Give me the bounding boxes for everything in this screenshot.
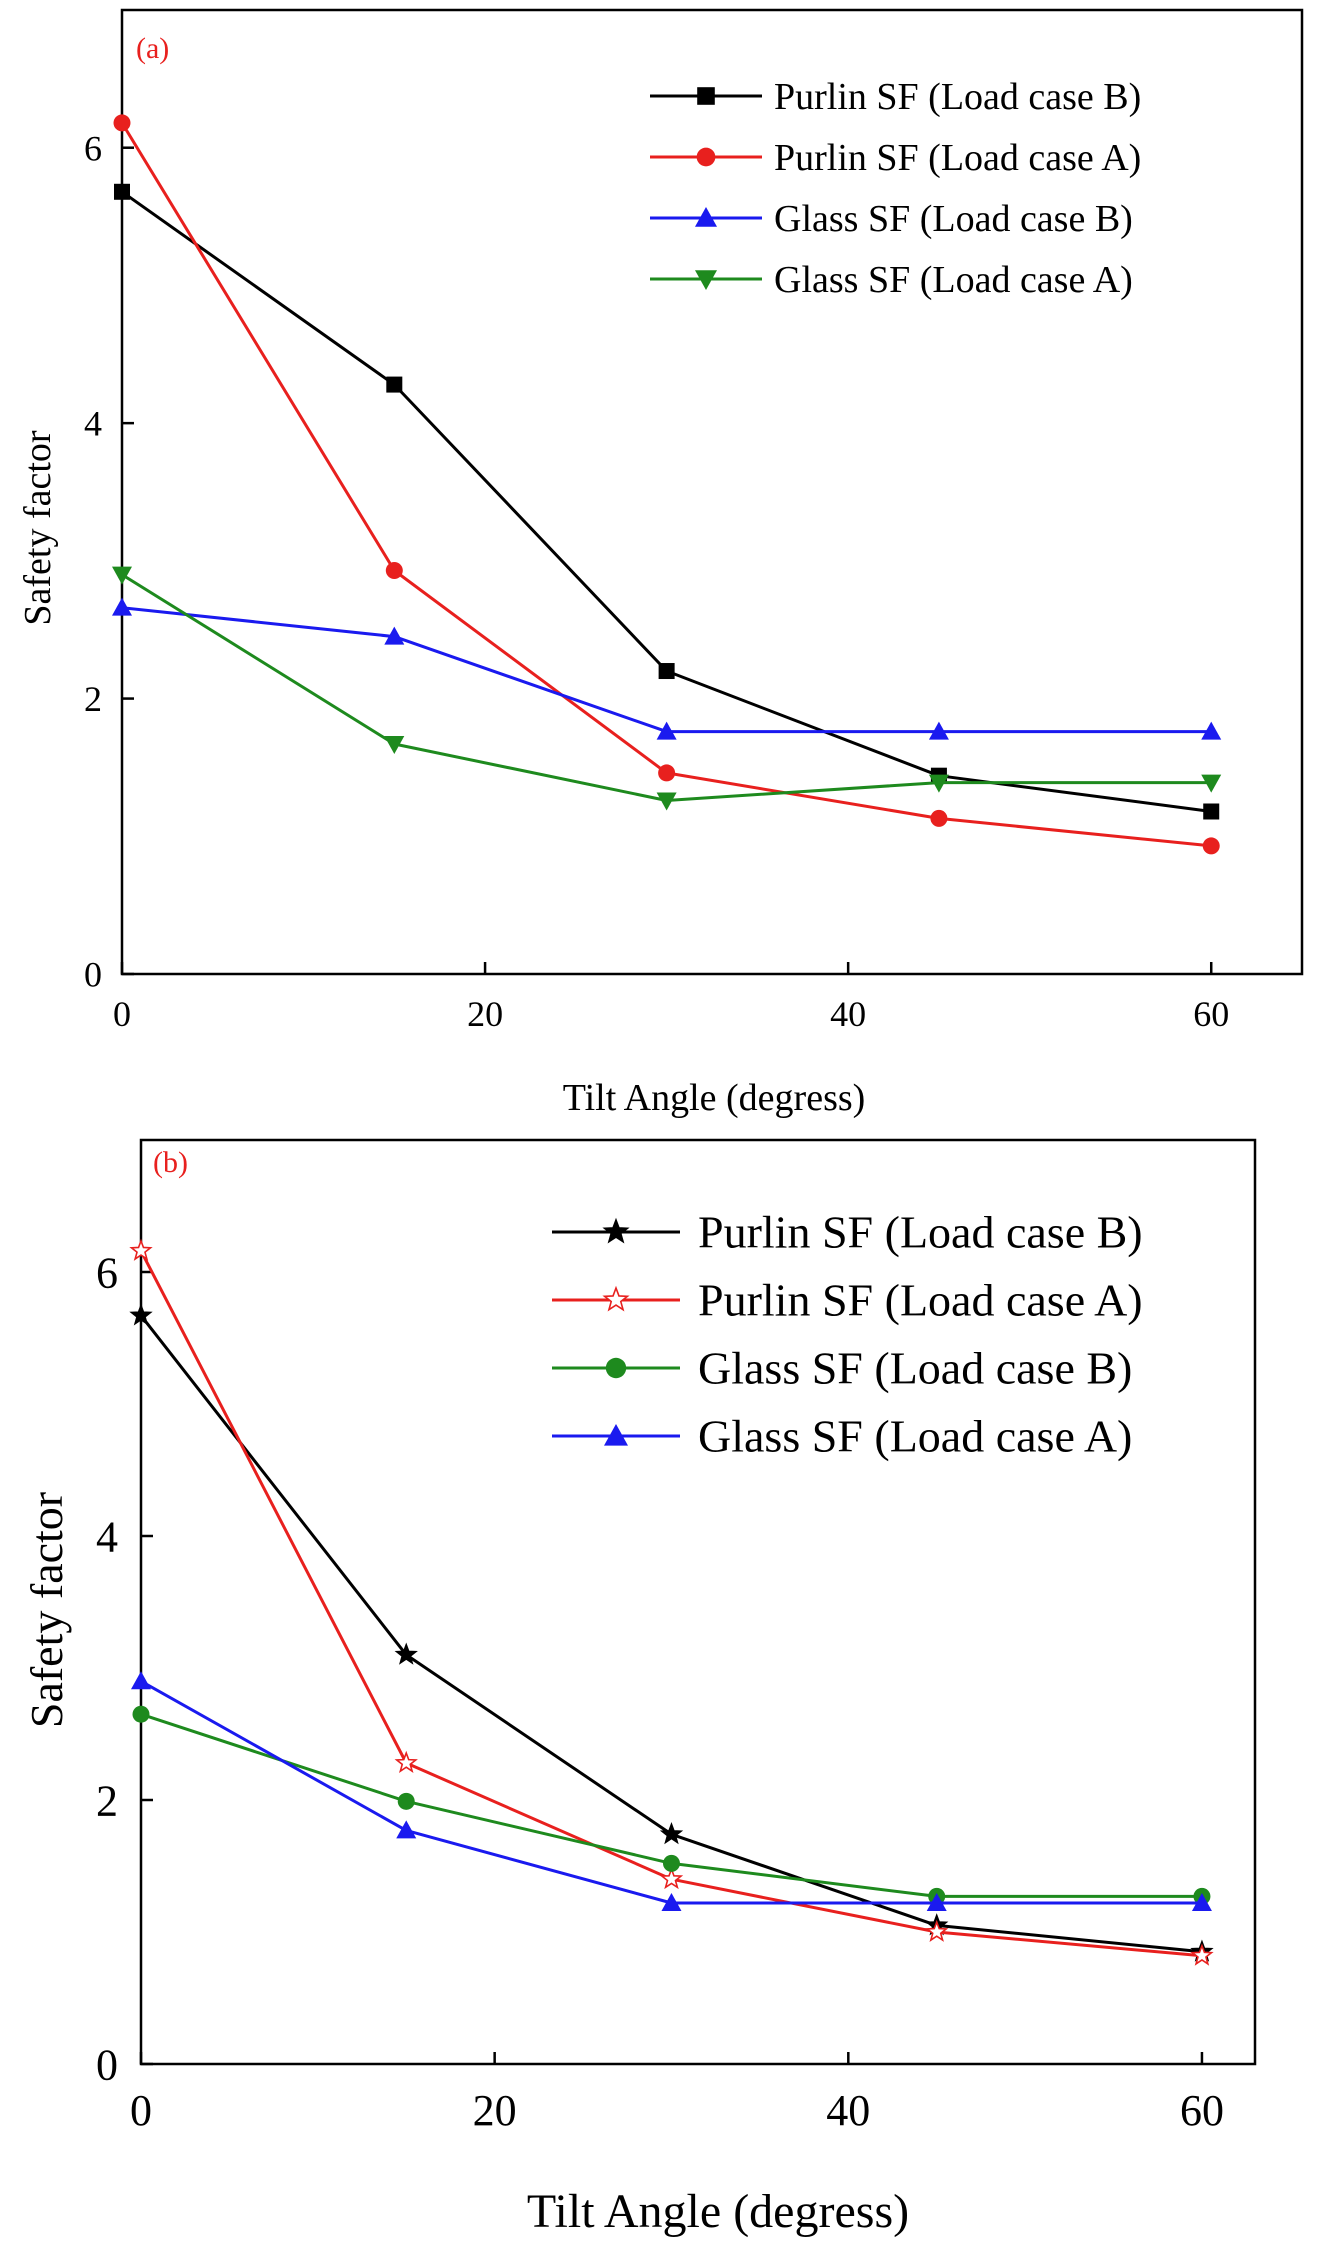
panel-b-legend-label: Purlin SF (Load case A) [698,1275,1143,1326]
panel-a-legend-item: Purlin SF (Load case A) [650,137,1141,179]
panel-b-y-tick-label: 4 [96,1512,118,1561]
panel-b-data-point [925,1919,949,1942]
panel-b-data-point [659,1822,684,1845]
panel-b-x-tick-label: 20 [473,2086,517,2135]
panel-a-data-point [658,663,675,680]
panel-a-legend: Purlin SF (Load case B) Purlin SF (Load c… [650,76,1141,301]
panel-b-chart: (b) Tilt Angle (degress) Safety factor 0… [21,1138,1257,2238]
panel-b-y-tick-label: 6 [96,1248,118,1297]
panel-a-legend-label: Purlin SF (Load case B) [774,76,1141,118]
panel-a-series-3 [112,597,1222,740]
panel-b-x-axis-title: Tilt Angle (degress) [527,2185,909,2238]
panel-b-data-point [129,1303,153,1326]
panel-a-data-point [658,764,676,782]
panel-b-x-tick-label: 40 [826,2086,870,2135]
panel-b-data-point [129,1238,153,1261]
panel-b-data-point [1190,1943,1214,1966]
panel-a-data-point [656,792,677,811]
panel-b-legend: Purlin SF (Load case B) Purlin SF (Load c… [552,1207,1143,1462]
panel-b-data-point [132,1705,150,1723]
panel-b-legend-label: Purlin SF (Load case B) [698,1207,1143,1258]
panel-a-data-point [384,736,405,755]
panel-a-legend-item: Purlin SF (Load case B) [650,76,1141,118]
panel-a-legend-marker [697,87,715,105]
panel-b-legend-item: Purlin SF (Load case A) [552,1275,1143,1326]
panel-b-x-tick-label: 60 [1180,2086,1224,2135]
panel-b-series-2 [129,1238,1214,1966]
panel-a-data-point [1203,803,1220,820]
panel-a-data-point [1202,837,1220,855]
panel-a-series-2 [113,114,1220,855]
panel-b-series-4 [131,1671,1212,1911]
panel-a-legend-marker [696,147,716,167]
panel-a-legend-label: Glass SF (Load case A) [774,259,1133,301]
panel-b-data-point [1191,1892,1212,1911]
panel-b-legend-marker [604,1424,628,1446]
panel-a-data-point [112,566,132,585]
panel-a-legend-label: Purlin SF (Load case A) [774,137,1141,179]
panel-a-data-point [114,183,130,200]
panel-a-legend-item: Glass SF (Load case A) [650,259,1133,301]
panel-a-data-point [1201,774,1222,793]
panel-b-data-point [662,1854,680,1872]
panel-b-legend-marker [602,1217,630,1244]
panel-a-x-tick-label: 0 [113,994,131,1034]
panel-a-data-point [930,809,948,827]
panel-a-chart: (a) Tilt Angle (degress) Safety factor 0… [17,8,1304,1119]
panel-a-y-tick-label: 0 [84,955,102,995]
panel-a-series-1 [114,183,1220,820]
panel-a-data-point [1201,721,1222,740]
panel-b-data-point [394,1642,418,1665]
panel-b-data-point [131,1671,151,1690]
panel-b-legend-label: Glass SF (Load case B) [698,1343,1132,1394]
panel-a-x-tick-label: 60 [1193,994,1229,1034]
panel-a-data-point [386,376,403,393]
panel-a-x-axis-title: Tilt Angle (degress) [563,1077,866,1119]
panel-a-y-axis-title: Safety factor [17,430,59,626]
panel-a-series-4 [112,566,1222,811]
panel-b-legend-marker [605,1357,627,1379]
panel-b-y-tick-label: 2 [96,1776,118,1825]
panel-b-data-point [926,1892,947,1911]
panel-b-label: (b) [153,1146,188,1179]
panel-a-data-point [112,597,132,616]
panel-b-data-point [394,1750,418,1773]
panel-b-data-point [396,1820,417,1839]
panel-b-legend-item: Glass SF (Load case B) [552,1343,1132,1394]
panel-b-x-tick-label: 0 [130,2086,152,2135]
panel-a-legend-marker [695,207,717,227]
panel-b-legend-item: Glass SF (Load case A) [552,1411,1132,1462]
panel-a-y-tick-label: 6 [84,128,102,168]
panel-a-data-point [928,721,949,740]
panel-b-y-axis-title: Safety factor [21,1492,72,1728]
panel-a-data-point [656,721,677,740]
panel-b-legend-item: Purlin SF (Load case B) [552,1207,1143,1258]
panel-a-x-tick-label: 20 [467,994,503,1034]
panel-b-data-point [659,1866,684,1890]
panel-a-y-tick-label: 2 [84,679,102,719]
panel-a-legend-marker [695,270,717,290]
panel-a-axes-frame [120,8,1304,976]
panel-b-data-point [397,1792,415,1810]
panel-a-x-tick-label: 40 [830,994,866,1034]
panel-a-data-point [384,626,405,645]
panel-b-axes-frame [139,1138,1257,2066]
panel-b-y-tick-label: 0 [96,2040,118,2089]
panel-a-y-tick-label: 4 [84,404,102,444]
panel-a-label: (a) [136,32,169,65]
panel-a-data-point [113,114,131,132]
panel-a-data-point [385,561,403,579]
panel-b-data-point [661,1892,682,1911]
panel-b-legend-label: Glass SF (Load case A) [698,1411,1132,1462]
panel-a-data-point [928,774,949,793]
panel-a-legend-label: Glass SF (Load case B) [774,198,1133,240]
panel-b-legend-marker [602,1285,630,1312]
panel-a-legend-item: Glass SF (Load case B) [650,198,1133,240]
